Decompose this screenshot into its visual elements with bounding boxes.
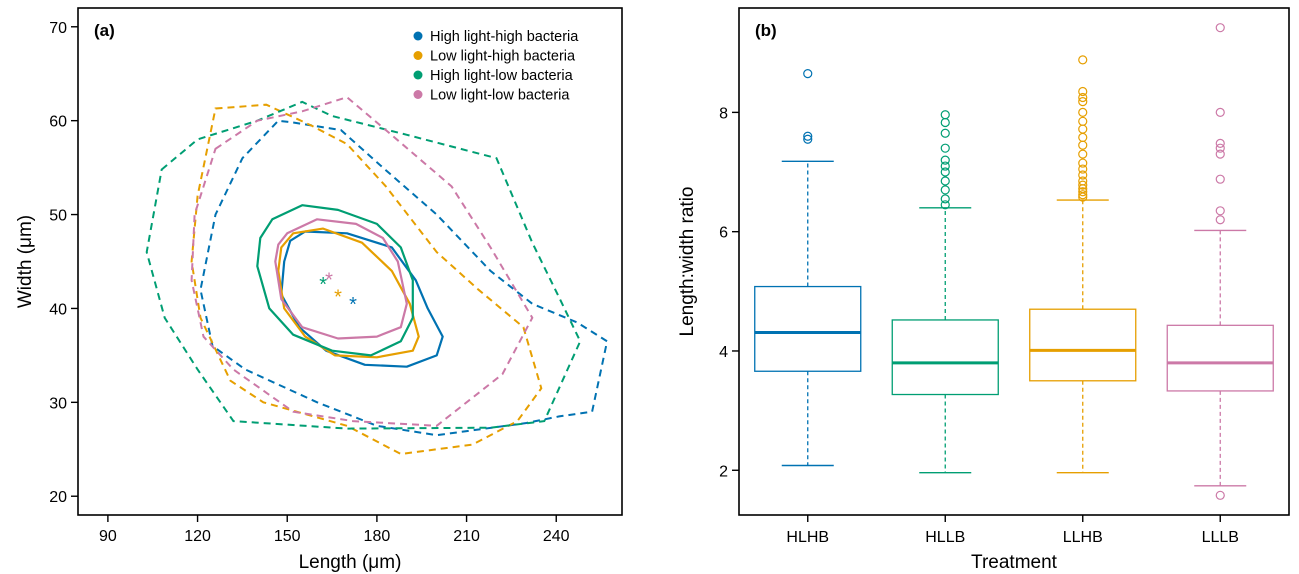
outlier-point xyxy=(1078,187,1088,197)
x-axis-title: Length (μm) xyxy=(299,552,402,573)
panel-b-box-plot: 2 4 6 8 HLHB HLLB LLHB LLLB Treatment Length:widt… xyxy=(677,7,1290,573)
y-axis-title: Length:width ratio xyxy=(677,187,698,337)
legend-marker xyxy=(413,51,423,60)
outlier-point xyxy=(1215,149,1225,159)
outlier-point xyxy=(1215,215,1225,225)
x-axis-title: Treatment xyxy=(971,552,1058,573)
outlier-point xyxy=(940,185,950,195)
legend-label: Low light-high bacteria xyxy=(430,49,576,65)
outlier-point xyxy=(1078,158,1088,168)
outlier-point xyxy=(1215,174,1225,184)
outlier-point xyxy=(1215,107,1225,117)
y-tick-label: 30 xyxy=(49,395,67,412)
panel-label-b: (b) xyxy=(755,21,777,40)
outlier-point xyxy=(940,167,950,177)
interquartile-box xyxy=(891,319,999,396)
box-hllb xyxy=(891,110,999,474)
centroid-marker-4: * xyxy=(325,269,333,291)
outlier-point xyxy=(1078,107,1088,117)
legend-label: High light-high bacteria xyxy=(430,29,579,45)
x-tick-label: LLHB xyxy=(1063,529,1103,546)
x-tick-label: 120 xyxy=(184,528,211,545)
outlier-point xyxy=(1078,97,1088,107)
y-tick-label: 8 xyxy=(719,105,728,122)
outlier-point xyxy=(940,155,950,165)
outlier-point xyxy=(1078,55,1088,65)
outlier-point xyxy=(940,110,950,120)
inner-contour-2 xyxy=(277,227,420,359)
outlier-point xyxy=(1078,176,1088,186)
y-tick-label: 50 xyxy=(49,208,67,225)
y-tick-label: 60 xyxy=(49,114,67,131)
outlier-point xyxy=(1078,164,1088,174)
outlier-point xyxy=(1215,23,1225,33)
outlier-point xyxy=(803,134,813,144)
outer-contour-2 xyxy=(190,103,543,456)
outlier-point xyxy=(940,117,950,128)
outlier-point xyxy=(940,128,950,138)
outlier-point xyxy=(1078,116,1088,126)
x-tick-label: HLHB xyxy=(786,529,829,546)
x-tick-label: 90 xyxy=(99,528,117,545)
outlier-point xyxy=(940,143,950,153)
box-llhb xyxy=(1029,55,1137,474)
outlier-point xyxy=(1078,140,1088,150)
plot-frame xyxy=(738,7,1290,516)
outlier-point xyxy=(940,194,950,204)
box-hlhb xyxy=(754,69,862,467)
legend-marker xyxy=(413,70,423,80)
inner-contour-1 xyxy=(280,230,444,368)
panel-label-a: (a) xyxy=(94,21,115,40)
y-tick-label: 6 xyxy=(719,225,728,242)
outer-contour-4 xyxy=(190,96,534,427)
y-tick-label: 4 xyxy=(719,344,728,361)
centroid-marker-3: * xyxy=(319,274,327,296)
interquartile-box xyxy=(1029,308,1137,382)
legend-label: High light-low bacteria xyxy=(430,68,574,84)
inner-contour-4 xyxy=(274,218,408,340)
legend-label: Low light-low bacteria xyxy=(430,88,570,104)
outlier-point xyxy=(1215,206,1225,216)
inner-contour-3 xyxy=(256,204,414,357)
y-tick-label: 40 xyxy=(49,301,67,318)
box-lllb xyxy=(1166,23,1274,500)
outlier-point xyxy=(1078,190,1088,200)
centroid-marker-1: * xyxy=(349,294,357,316)
x-tick-label: 150 xyxy=(274,528,301,545)
outlier-point xyxy=(1078,124,1088,134)
x-tick-label: HLLB xyxy=(925,529,965,546)
interquartile-box xyxy=(754,285,862,372)
x-tick-label: 210 xyxy=(453,528,480,545)
plot-frame xyxy=(77,7,623,516)
outlier-point xyxy=(1078,149,1088,159)
centroid-marker-2: * xyxy=(334,286,342,308)
outlier-point xyxy=(940,161,950,171)
y-tick-label: 2 xyxy=(719,463,728,480)
outlier-point xyxy=(940,176,950,186)
outlier-point xyxy=(1078,86,1088,97)
outlier-point xyxy=(1215,138,1225,148)
outlier-point xyxy=(803,131,813,141)
outer-contour-1 xyxy=(199,119,609,437)
outer-contour-3 xyxy=(145,100,582,430)
outlier-point xyxy=(1215,490,1225,500)
x-tick-label: LLLB xyxy=(1202,529,1239,546)
legend-marker xyxy=(413,90,423,99)
panel-a-contour-plot: 90 120 150 180 210 240 20 30 40 50 60 70 Length (μm)… xyxy=(15,7,623,573)
outlier-point xyxy=(1215,143,1225,153)
outlier-point xyxy=(1078,180,1088,190)
interquartile-box xyxy=(1166,324,1274,392)
outlier-point xyxy=(1078,132,1088,143)
legend-marker xyxy=(413,31,423,41)
y-tick-label: 20 xyxy=(49,489,67,506)
x-tick-label: 240 xyxy=(543,528,570,545)
x-tick-label: 180 xyxy=(364,528,391,545)
outlier-point xyxy=(940,200,950,210)
outlier-point xyxy=(803,69,813,79)
outlier-point xyxy=(1078,170,1088,180)
outlier-point xyxy=(1078,92,1088,103)
y-tick-label: 70 xyxy=(49,20,67,37)
y-axis-title: Width (μm) xyxy=(15,215,36,308)
